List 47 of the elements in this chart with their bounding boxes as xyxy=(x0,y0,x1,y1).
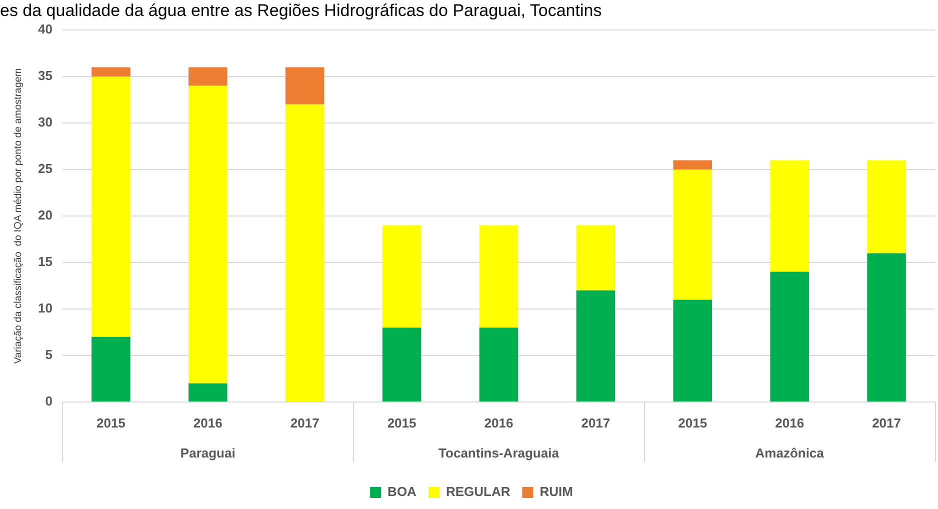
bar xyxy=(382,225,422,328)
x-tick-label: 2017 xyxy=(872,415,901,430)
x-tick-label: 2016 xyxy=(484,415,514,430)
y-tick-label: 0 xyxy=(45,394,52,409)
bar xyxy=(285,67,324,104)
legend-label: RUIM xyxy=(540,484,573,500)
chart-title: es da qualidade da água entre as Regiões Hidrográficas do Paraguai, Tocantins xyxy=(0,1,602,21)
bar xyxy=(867,253,906,402)
text: Paraguai xyxy=(180,446,236,461)
bar xyxy=(479,328,518,402)
bar xyxy=(92,336,130,402)
x-tick-label: 2015 xyxy=(96,415,126,430)
y-tick-label: 25 xyxy=(38,161,52,176)
legend-label: BOA xyxy=(388,484,418,500)
bar xyxy=(673,160,712,170)
legend-label: REGULAR xyxy=(446,484,511,500)
x-tick-label: 2016 xyxy=(193,415,222,430)
x-tick-label: 2015 xyxy=(387,415,416,430)
bar xyxy=(576,290,616,402)
y-tick-label: 10 xyxy=(38,300,52,316)
x-tick-label: 2016 xyxy=(775,415,804,430)
y-axis-title: Variação da classificação do IQA médio por ponto de amostragem xyxy=(12,68,24,364)
y-tick-label: 15 xyxy=(38,254,52,270)
bar xyxy=(673,170,712,300)
bar xyxy=(479,225,518,328)
bar xyxy=(188,67,228,86)
y-tick-label: 30 xyxy=(38,114,52,130)
bar xyxy=(285,104,324,402)
bar xyxy=(576,225,616,290)
text: Tocantins-Araguaia xyxy=(438,446,560,461)
y-tick-label: 35 xyxy=(38,68,52,84)
y-tick-label: 40 xyxy=(38,22,52,37)
x-tick-label: 2015 xyxy=(678,415,708,430)
bar xyxy=(770,272,809,402)
bar xyxy=(673,300,712,402)
bar xyxy=(382,328,422,402)
bar xyxy=(770,160,809,272)
bar xyxy=(188,86,228,384)
bar xyxy=(92,67,130,76)
bar xyxy=(867,160,906,254)
bar xyxy=(92,76,130,337)
x-tick-label: 2017 xyxy=(581,415,610,430)
text: Amazônica xyxy=(755,446,825,461)
y-tick-label: 20 xyxy=(38,208,52,223)
bar xyxy=(188,383,228,402)
y-tick-label: 5 xyxy=(45,347,52,362)
x-tick-label: 2017 xyxy=(290,415,320,430)
